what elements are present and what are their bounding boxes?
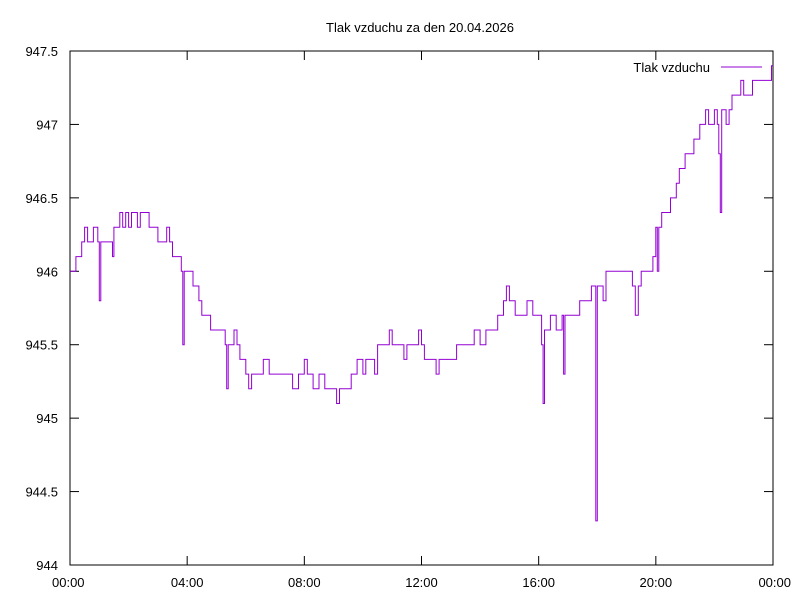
series-lines (70, 65, 773, 522)
x-tick-label: 16:00 (522, 575, 555, 590)
x-tick-label: 20:00 (640, 575, 673, 590)
y-tick-label: 947.5 (25, 44, 58, 59)
y-tick-label: 946 (36, 264, 58, 279)
axes (69, 50, 774, 566)
y-tick-label: 946.5 (25, 191, 58, 206)
series-line-0 (70, 65, 773, 522)
y-tick-label: 945.5 (25, 338, 58, 353)
y-tick-label: 944.5 (25, 485, 58, 500)
y-tick-label: 945 (36, 411, 58, 426)
y-tick-label: 947 (36, 117, 58, 132)
chart-title: Tlak vzduchu za den 20.04.2026 (326, 20, 514, 35)
tick-labels: 944 944.5 945 945.5 946 946.5 947 947.5 00:00 04:… (25, 44, 791, 590)
y-tick-label: 944 (36, 558, 58, 573)
x-tick-label: 08:00 (288, 575, 321, 590)
legend: Tlak vzduchu (633, 60, 762, 75)
x-tick-label: 00:00 (52, 575, 85, 590)
x-tick-label: 00:00 (758, 575, 791, 590)
legend-label: Tlak vzduchu (633, 60, 710, 75)
x-tick-label: 04:00 (171, 575, 204, 590)
x-tick-label: 12:00 (405, 575, 438, 590)
